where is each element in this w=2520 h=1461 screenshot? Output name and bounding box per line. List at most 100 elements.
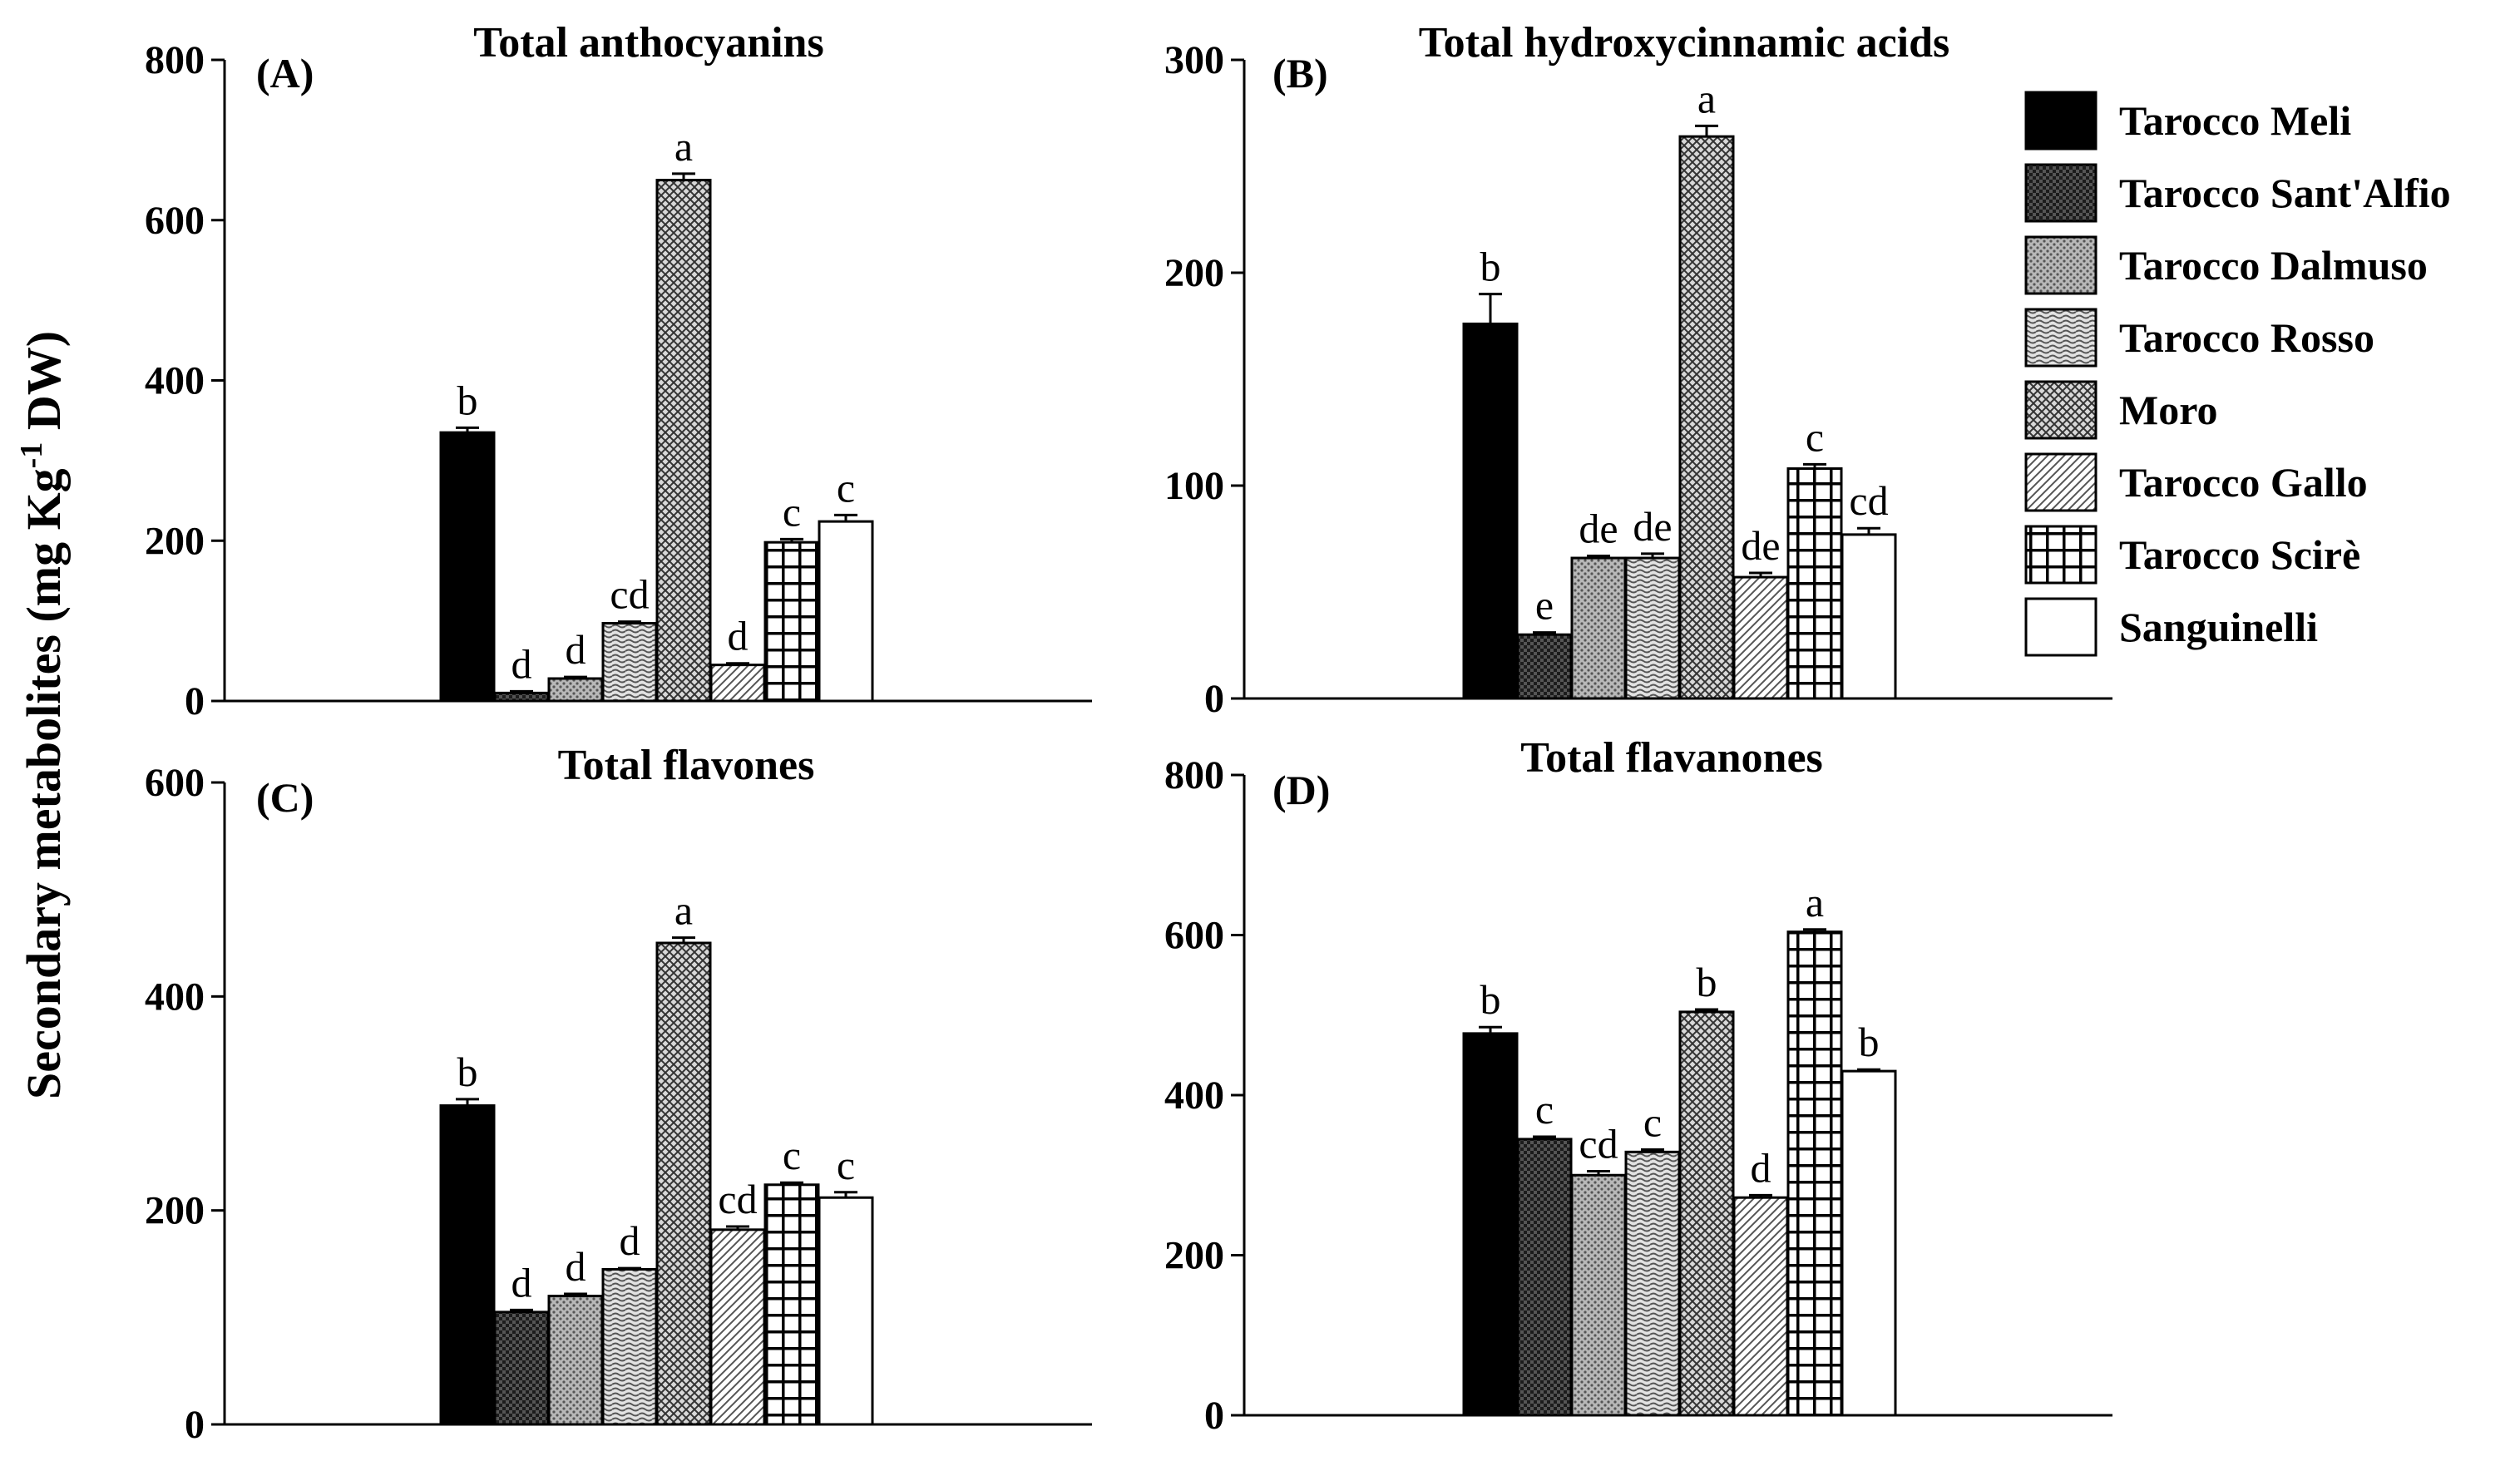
bar-tarocco-scir- [763,540,820,703]
bar-moro [655,179,712,703]
y-tick-label: 100 [1164,464,1224,508]
significance-letter: c [783,1132,801,1178]
panel-title: Total flavones [558,742,815,789]
bar-sanguinelli [818,1196,874,1426]
significance-letter: b [457,377,478,423]
legend-label: Tarocco Scirè [2119,531,2360,578]
significance-letter: a [1806,879,1824,925]
significance-letter: c [1643,1098,1662,1145]
significance-letter: cd [610,571,649,618]
significance-letter: c [837,1142,855,1188]
significance-letter: c [837,464,855,511]
y-tick-label: 600 [145,199,205,243]
panel-label: (B) [1272,50,1328,96]
bar-sanguinelli [1841,1069,1897,1417]
y-tick-label: 0 [1204,1394,1224,1438]
bar-tarocco-meli [439,431,496,703]
bar-tarocco-dalmuso [547,1295,604,1426]
legend-swatch [2024,163,2098,223]
legend-label: Tarocco Dalmuso [2119,242,2428,289]
bar-tarocco-meli [1462,322,1519,700]
bar-tarocco-rosso [601,1267,658,1426]
panel-title: Total hydroxycinnamic acids [1419,19,1950,67]
significance-letter: b [1480,976,1501,1023]
legend-swatch [2024,380,2098,440]
legend-label: Moro [2119,387,2217,433]
panel-label: (D) [1272,767,1330,813]
bar-tarocco-scir- [1786,930,1843,1417]
significance-letter: b [457,1049,478,1095]
bar-tarocco-gallo [709,664,766,703]
legend-item: Tarocco Dalmuso [2024,235,2428,295]
y-tick-label: 400 [145,359,205,403]
bar-tarocco-gallo [709,1228,766,1426]
significance-letter: e [1535,582,1554,629]
bar-tarocco-scir- [1786,467,1843,700]
significance-letter: b [1859,1019,1880,1065]
legend-swatch [2024,308,2098,368]
legend-swatch [2024,235,2098,295]
panel-label: (A) [256,50,314,96]
y-tick-label: 800 [1164,753,1224,797]
y-tick-label: 0 [185,679,205,723]
bar-tarocco-meli [1462,1032,1519,1417]
bar-tarocco-meli [439,1104,496,1426]
bar-tarocco-gallo [1732,575,1789,700]
y-tick-label: 200 [1164,1234,1224,1278]
significance-letter: d [511,1259,532,1306]
significance-letter: a [674,887,693,934]
bar-tarocco-sant-alfio [493,1310,550,1426]
significance-letter: c [783,488,801,535]
bar-sanguinelli [1841,533,1897,700]
significance-letter: c [1806,413,1824,460]
y-tick-label: 300 [1164,38,1224,82]
significance-letter: de [1741,522,1780,569]
bar-tarocco-dalmuso [547,677,604,703]
legend-label: Tarocco Rosso [2119,314,2374,361]
bar-tarocco-dalmuso [1570,556,1627,700]
significance-letter: de [1633,503,1672,550]
bar-tarocco-sant-alfio [493,691,550,703]
panel-label: (C) [256,774,314,821]
y-tick-label: 600 [145,761,205,805]
panel-2: 0 100 200 300 Total hydroxycinnamic acids (B)… [1164,19,2112,721]
legend-item: Tarocco Rosso [2024,308,2374,368]
legend-swatch [2024,525,2098,585]
significance-letter: d [511,640,532,687]
y-tick-label: 200 [1164,251,1224,295]
legend-item: Sanguinelli [2024,597,2318,657]
significance-letter: d [566,626,586,673]
legend-item: Tarocco Scirè [2024,525,2360,585]
y-tick-label: 200 [145,519,205,563]
significance-letter: cd [1579,1120,1618,1167]
panel-title: Total flavanones [1520,734,1823,782]
legend-item: Tarocco Gallo [2024,452,2368,512]
significance-letter: a [674,123,693,170]
y-tick-label: 0 [185,1403,205,1447]
legend-label: Sanguinelli [2119,604,2318,650]
bar-tarocco-sant-alfio [1516,1138,1573,1417]
y-axis-label: Secondary metabolites (mg Kg-1 DW) [14,331,71,1099]
legend-label: Tarocco Gallo [2119,459,2368,506]
legend-item: Moro [2024,380,2217,440]
legend-item: Tarocco Sant'Alfio [2024,163,2451,223]
significance-letter: d [1751,1144,1771,1191]
bar-moro [655,941,712,1426]
bar-tarocco-rosso [1624,1150,1681,1417]
y-tick-label: 400 [145,975,205,1019]
panel-title: Total anthocyanins [473,19,823,67]
legend-swatch [2024,91,2098,151]
legend-swatch [2024,452,2098,512]
bar-tarocco-rosso [601,622,658,703]
significance-letter: d [620,1217,640,1264]
significance-letter: de [1579,505,1618,551]
significance-letter: cd [718,1176,757,1222]
y-tick-label: 800 [145,38,205,82]
bar-tarocco-dalmuso [1570,1173,1627,1417]
significance-letter: b [1480,244,1501,290]
significance-letter: d [728,613,749,659]
bar-moro [1678,135,1735,700]
legend-swatch [2024,597,2098,657]
